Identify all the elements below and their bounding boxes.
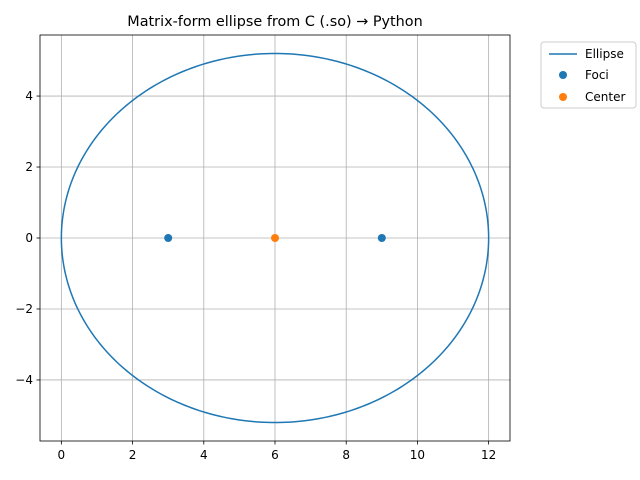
x-tick-label: 2 (129, 448, 137, 462)
y-tick-label: −4 (15, 373, 33, 387)
x-tick-label: 6 (271, 448, 279, 462)
legend-label-foci: Foci (585, 68, 609, 82)
legend-foci-swatch (559, 71, 567, 79)
plot-area (60, 52, 490, 424)
grid (40, 35, 510, 441)
y-tick-label: −2 (15, 302, 33, 316)
x-axis: 0 2 4 6 8 10 12 (58, 441, 496, 462)
legend-box (540, 41, 637, 109)
y-tick-label: 2 (25, 160, 33, 174)
y-tick-label: 0 (25, 231, 33, 245)
y-tick-label: 4 (25, 89, 33, 103)
center-point (271, 234, 279, 242)
x-tick-label: 10 (410, 448, 425, 462)
x-tick-label: 8 (342, 448, 350, 462)
x-tick-label: 4 (200, 448, 208, 462)
foci-point (377, 234, 386, 242)
legend-label-ellipse: Ellipse (585, 47, 624, 61)
x-tick-label: 12 (481, 448, 496, 462)
x-tick-label: 0 (58, 448, 66, 462)
chart-title: Matrix-form ellipse from C (.so) → Pytho… (127, 14, 422, 30)
legend: Ellipse Foci Center (540, 41, 637, 109)
foci-point (164, 234, 173, 242)
legend-label-center: Center (585, 90, 625, 104)
y-axis: −4 −2 0 2 4 (15, 89, 40, 387)
legend-center-swatch (559, 93, 567, 101)
ellipse-line (60, 52, 490, 424)
